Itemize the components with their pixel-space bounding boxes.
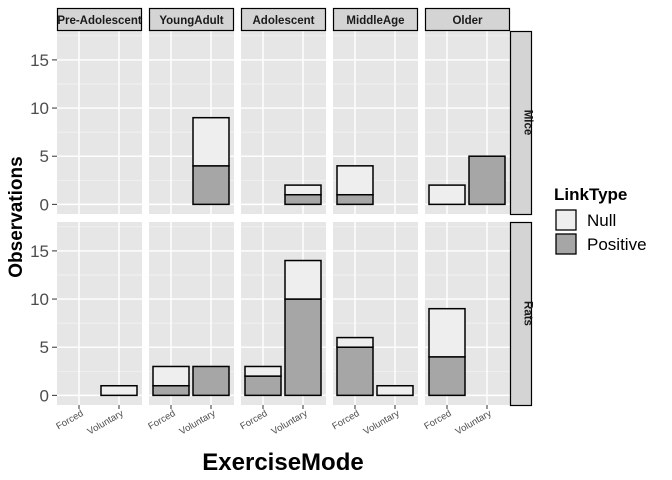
panel-background (57, 222, 142, 405)
x-tick-label: Forced (54, 408, 85, 432)
bar-forced-positive (336, 193, 374, 206)
y-tick-label: 10 (30, 290, 49, 309)
bar-voluntary-positive (284, 193, 322, 206)
legend-label-null: Null (587, 211, 616, 230)
x-tick-label: Forced (330, 408, 361, 432)
x-tick-label: Voluntary (178, 408, 218, 437)
bar-forced-positive (244, 375, 282, 397)
legend-key-null (555, 209, 577, 231)
bar-voluntary-positive (284, 298, 322, 397)
strips-layer: Pre-Adolescent YoungAdult Adolescent Middle… (56, 7, 534, 407)
panel-mice-middleage (333, 31, 418, 214)
y-tick-label: 15 (30, 242, 49, 261)
column-strip-label: Pre-Adolescent (57, 15, 142, 27)
panel-background (241, 31, 326, 214)
row-strip-mice (509, 30, 533, 216)
panels-layer (57, 31, 510, 405)
column-strip-label: YoungAdult (159, 15, 223, 27)
legend: LinkType Null Positive (554, 185, 647, 255)
bar-voluntary-null (284, 184, 322, 196)
y-tick-label: 5 (40, 147, 49, 166)
column-strip-youngadult (148, 7, 235, 32)
bar-forced-positive (428, 356, 466, 397)
x-tick-label: Voluntary (86, 408, 126, 437)
column-strip-label: MiddleAge (346, 15, 404, 27)
column-strip-middleage (332, 7, 419, 32)
x-axis-title: ExerciseMode (202, 449, 363, 476)
bar-voluntary-positive (468, 155, 506, 206)
legend-key-positive (555, 233, 577, 255)
panel-mice-older (425, 31, 510, 214)
column-strip-adolescent (240, 7, 327, 32)
bar-forced-null (428, 307, 466, 358)
panel-mice-adolescent (241, 31, 326, 214)
bar-forced-null (428, 184, 466, 206)
panel-rats-youngadult (149, 222, 234, 405)
bar-forced-null (244, 365, 282, 377)
row-strip-label: Rats (522, 301, 534, 326)
bar-voluntary-null (100, 384, 138, 397)
panel-mice-youngadult (149, 31, 234, 214)
y-axis-title: Observations (6, 156, 27, 277)
panel-rats-adolescent (241, 222, 326, 405)
bar-voluntary-null (376, 384, 414, 397)
x-tick-label: Forced (238, 408, 269, 432)
x-tick-label: Voluntary (454, 408, 494, 437)
bar-forced-positive (336, 346, 374, 397)
bar-voluntary-positive (192, 165, 230, 206)
x-tick-label: Voluntary (362, 408, 402, 437)
legend-title: LinkType (554, 185, 627, 204)
x-tick-label: Forced (422, 408, 453, 432)
panel-rats-older (425, 222, 510, 405)
row-strip-label: Mice (522, 110, 534, 136)
y-tick-label: 5 (40, 338, 49, 357)
x-tick-label: Forced (146, 408, 177, 432)
legend-label-positive: Positive (587, 235, 647, 254)
y-tick-label: 10 (30, 99, 49, 118)
y-tick-label: 0 (40, 386, 49, 405)
row-strip-rats (509, 221, 533, 407)
y-tick-label: 15 (30, 51, 49, 70)
column-strip-pre-adolescent (56, 7, 143, 32)
bar-forced-null (152, 365, 190, 387)
bar-voluntary-null (192, 116, 230, 167)
panel-background (57, 31, 142, 214)
x-tick-label: Voluntary (270, 408, 310, 437)
y-tick-label: 0 (40, 195, 49, 214)
bar-forced-null (336, 165, 374, 196)
bar-forced-null (336, 336, 374, 348)
panel-mice-pre-adolescent (57, 31, 142, 214)
panel-rats-pre-adolescent (57, 222, 142, 405)
column-strip-label: Older (452, 15, 483, 27)
panel-rats-middleage (333, 222, 418, 405)
column-strip-label: Adolescent (253, 15, 315, 27)
column-strip-older (424, 7, 511, 32)
bar-voluntary-positive (192, 365, 230, 397)
bar-voluntary-null (284, 259, 322, 300)
bar-forced-positive (152, 384, 190, 397)
